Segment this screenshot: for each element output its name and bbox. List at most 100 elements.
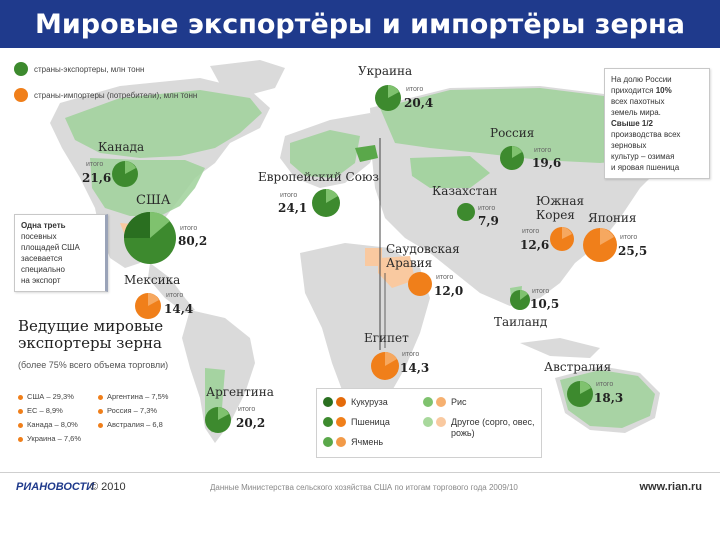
label-argentina: Аргентина xyxy=(206,385,274,399)
page-title: Мировые экспортёры и импортёры зерна xyxy=(0,0,720,48)
value-japan: 25,5 xyxy=(618,244,648,258)
itogo-egypt: итого xyxy=(402,351,420,358)
pie-australia xyxy=(567,381,593,407)
value-eu: 24,1 xyxy=(278,201,308,215)
exporters-list-col2: Аргентина – 7,5% Россия – 7,3% Австралия… xyxy=(98,390,168,432)
usa-note-line: на экспорт xyxy=(21,276,61,285)
legend-exporters-label: страны-экспортеры, млн тонн xyxy=(34,64,145,74)
russia-note-line: приходится 10% xyxy=(611,85,703,96)
crop-rice: Рис xyxy=(423,397,467,407)
indonesia-land xyxy=(520,338,600,358)
copyright: © 2010 xyxy=(90,481,126,493)
value-korea: 12,6 xyxy=(520,238,550,252)
canada-highlight xyxy=(65,90,262,158)
exporter-row-text: Украина – 7,6% xyxy=(27,434,81,443)
itogo-japan: итого xyxy=(620,234,638,241)
exporters-list-col1: США – 29,3% ЕС – 8,9% Канада – 8,0% Укра… xyxy=(18,390,81,446)
russia-note-line: культур – озимая xyxy=(611,152,675,161)
usa-note-bold: Одна треть xyxy=(21,221,66,230)
bullet-icon xyxy=(18,436,23,442)
value-russia: 19,6 xyxy=(532,156,562,170)
bullet-icon xyxy=(18,408,23,414)
usa-note: Одна треть посевных площадей США засевае… xyxy=(14,214,108,292)
usa-note-line: площадей США xyxy=(21,243,80,252)
crop-corn-label: Кукуруза xyxy=(351,397,388,407)
saudi-highlight xyxy=(378,256,415,288)
russia-note-line: всех пахотных xyxy=(611,97,665,106)
crop-rice-label: Рис xyxy=(451,397,467,407)
pie-ukraine xyxy=(375,85,401,111)
eu-highlight xyxy=(290,130,360,178)
value-ukraine: 20,4 xyxy=(404,96,434,110)
bullet-icon xyxy=(98,422,103,428)
itogo-kazakhstan: итого xyxy=(478,205,496,212)
exporter-row: ЕС – 8,9% xyxy=(18,404,81,418)
label-egypt: Египет xyxy=(364,331,409,345)
label-usa: США xyxy=(136,193,171,208)
exporter-row-text: Россия – 7,3% xyxy=(107,406,158,415)
exporter-row: Канада – 8,0% xyxy=(18,418,81,432)
exporter-row-text: Австралия – 6,8 xyxy=(107,420,163,429)
value-australia: 18,3 xyxy=(594,391,624,405)
site-url: www.rian.ru xyxy=(639,481,702,493)
exporter-row: Австралия – 6,8 xyxy=(98,418,168,432)
importer-dot-icon xyxy=(14,88,28,102)
itogo-mexico: итого xyxy=(166,292,184,299)
value-kazakhstan: 7,9 xyxy=(478,214,499,228)
bullet-icon xyxy=(98,408,103,414)
value-thailand: 10,5 xyxy=(530,297,560,311)
wheat-import-icon xyxy=(336,417,346,427)
exporter-row: Россия – 7,3% xyxy=(98,404,168,418)
barley-dots xyxy=(323,437,346,447)
value-usa: 80,2 xyxy=(178,234,208,248)
pie-korea xyxy=(550,227,574,251)
pie-thailand xyxy=(510,290,530,310)
itogo-russia: итого xyxy=(534,147,552,154)
value-egypt: 14,3 xyxy=(400,361,430,375)
crop-other: Другое (сорго, овес, рожь) xyxy=(423,417,537,439)
russia-note-line: На долю России xyxy=(611,75,672,84)
label-australia: Австралия xyxy=(544,360,612,374)
central-america-land xyxy=(148,263,195,313)
bullet-icon xyxy=(98,394,103,400)
label-eu: Европейский Союз xyxy=(258,170,379,184)
crop-barley: Ячмень xyxy=(323,437,383,447)
russia-note-line: производства всех xyxy=(611,130,681,139)
itogo-thailand: итого xyxy=(532,288,550,295)
usa-note-line: специально xyxy=(21,265,65,274)
pie-canada xyxy=(112,161,138,187)
pie-argentina xyxy=(205,407,231,433)
value-canada: 21,6 xyxy=(82,171,112,185)
value-saudi: 12,0 xyxy=(434,284,464,298)
barley-import-icon xyxy=(336,437,346,447)
africa-land xyxy=(300,243,430,418)
wheat-dots xyxy=(323,417,346,427)
exporter-row-text: Аргентина – 7,5% xyxy=(107,392,169,401)
crop-other-label: Другое (сорго, овес, рожь) xyxy=(451,417,535,438)
crop-barley-label: Ячмень xyxy=(351,437,384,447)
legend-importers: страны-импортеры (потребители), млн тонн xyxy=(14,88,197,102)
bullet-icon xyxy=(18,394,23,400)
label-japan: Япония xyxy=(588,211,637,225)
russia-note-text: приходится xyxy=(611,86,654,95)
label-mexico: Мексика xyxy=(124,273,181,287)
label-saudi: Саудовская Аравия xyxy=(386,242,460,270)
itogo-canada: итого xyxy=(86,161,104,168)
itogo-australia: итого xyxy=(596,381,614,388)
legend-importers-label: страны-импортеры (потребители), млн тонн xyxy=(34,90,198,100)
russia-note-line: зерновых xyxy=(611,141,647,150)
pie-saudi xyxy=(408,272,432,296)
corn-import-icon xyxy=(336,397,346,407)
itogo-argentina: итого xyxy=(238,406,256,413)
pie-layer xyxy=(112,85,617,433)
value-argentina: 20,2 xyxy=(236,416,266,430)
exporter-row: США – 29,3% xyxy=(18,390,81,404)
pie-russia xyxy=(500,146,524,170)
kazakhstan-highlight xyxy=(410,156,490,188)
crop-wheat: Пшеница xyxy=(323,417,390,427)
label-russia: Россия xyxy=(490,126,535,140)
egypt-highlight xyxy=(365,248,382,266)
rice-export-icon xyxy=(423,397,433,407)
crop-wheat-label: Пшеница xyxy=(351,417,390,427)
legend-exporters: страны-экспортеры, млн тонн xyxy=(14,62,144,76)
